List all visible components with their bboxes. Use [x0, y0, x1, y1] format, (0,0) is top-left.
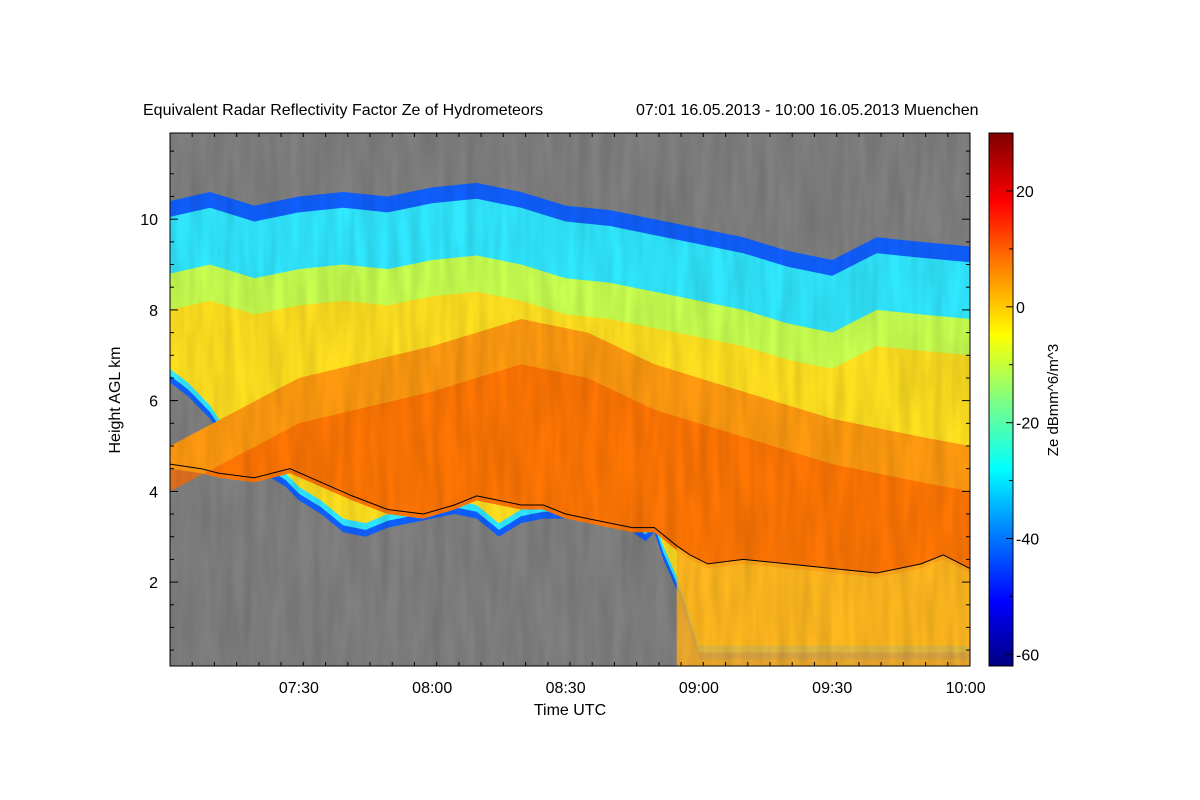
x-tick-label: 08:30	[546, 680, 586, 697]
y-axis-label: Height AGL km	[107, 346, 124, 453]
colorbar-tick-label: -20	[1016, 416, 1039, 433]
plot-area	[170, 133, 970, 666]
chart-time-range: 07:01 16.05.2013 - 10:00 16.05.2013 Muen…	[636, 102, 979, 119]
colorbar-tick-label: -60	[1016, 647, 1039, 664]
fall-streak-texture	[170, 133, 970, 666]
y-tick-label: 2	[149, 575, 158, 592]
colorbar-label: Ze dBmm^6/m^3	[1045, 344, 1062, 456]
x-tick-label: 09:00	[679, 680, 719, 697]
colorbar-tick-label: 0	[1016, 300, 1025, 317]
y-tick-label: 6	[149, 394, 158, 411]
colorbar-ticks: 20 0 -20 -40 -60	[1006, 132, 1039, 664]
y-tick-label: 4	[149, 484, 158, 501]
y-tick-label: 10	[140, 212, 158, 229]
x-tick-label: 10:00	[946, 680, 986, 697]
chart-title: Equivalent Radar Reflectivity Factor Ze …	[143, 102, 543, 119]
melting-layer-line	[170, 463, 970, 574]
colorbar	[988, 132, 1014, 667]
colorbar-tick-label: 20	[1016, 184, 1034, 201]
x-tick-label: 07:30	[279, 680, 319, 697]
x-axis: 07:30 08:00 08:30 09:00 09:30 10:00	[169, 133, 986, 697]
colorbar-tick-label: -40	[1016, 532, 1039, 549]
x-tick-label: 09:30	[812, 680, 852, 697]
x-axis-label: Time UTC	[534, 702, 606, 719]
x-tick-label: 08:00	[412, 680, 452, 697]
y-axis: 2 4 6 8 10	[140, 150, 970, 651]
y-tick-label: 8	[149, 303, 158, 320]
